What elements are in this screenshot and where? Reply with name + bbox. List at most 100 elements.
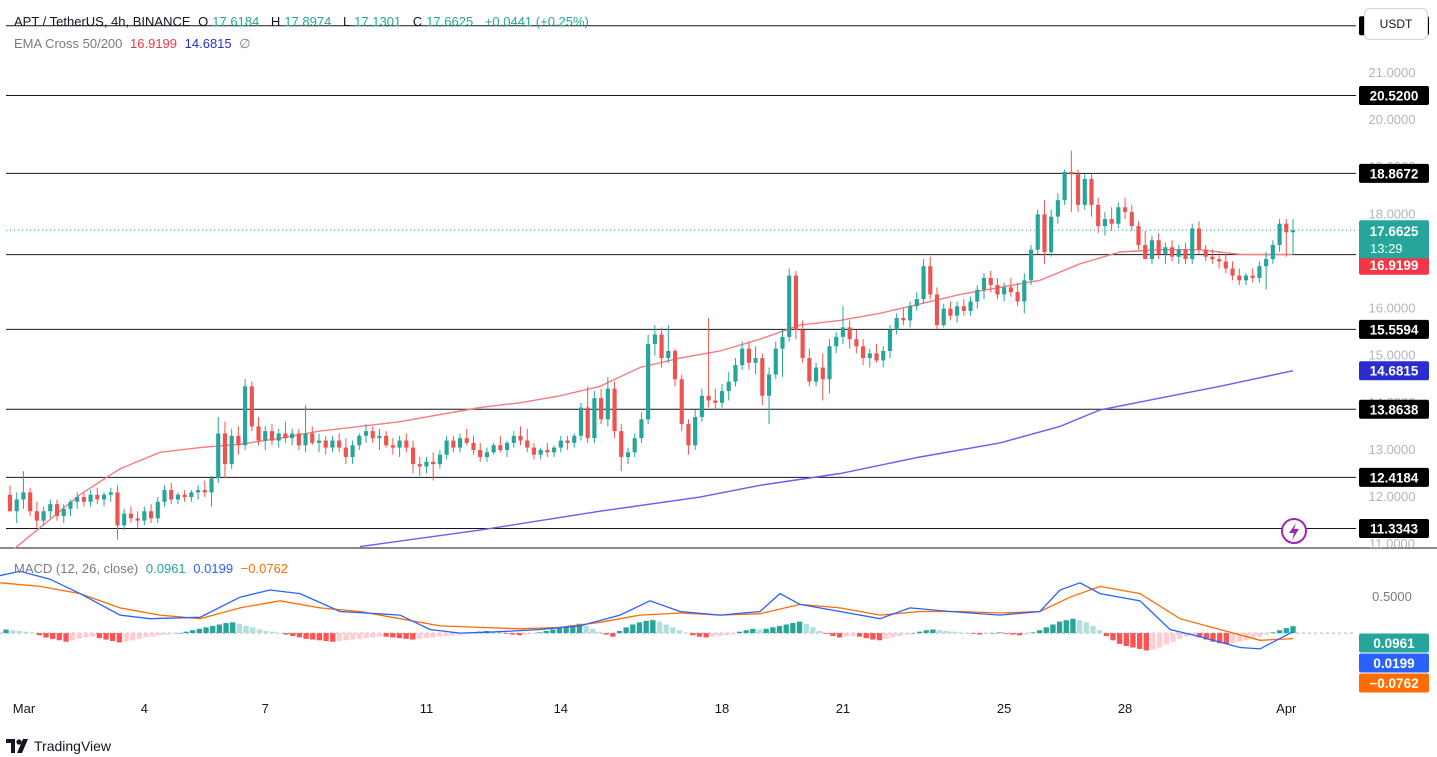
candle-body <box>155 501 160 519</box>
candle-body <box>256 426 261 441</box>
candle-body <box>337 440 342 448</box>
candle-body <box>175 494 181 500</box>
macd-histogram-bar <box>970 633 976 634</box>
candle-body <box>518 435 523 441</box>
candle-body <box>706 395 711 401</box>
candle-body <box>316 440 322 443</box>
macd-histogram-bar <box>990 633 996 634</box>
candle <box>229 428 234 469</box>
ema50-badge: 16.9199 <box>1359 255 1429 275</box>
ema-curves <box>13 249 1294 550</box>
candle <box>189 490 194 502</box>
macd-histogram-bar <box>210 625 216 634</box>
macd-histogram-bar <box>1043 627 1049 634</box>
candle-body <box>1217 259 1222 262</box>
macd-histogram-bar <box>1110 633 1116 641</box>
candle <box>760 353 765 406</box>
macd-histogram-bar <box>443 633 449 636</box>
macd-histogram-bar <box>783 624 789 634</box>
lightning-icon[interactable] <box>1281 518 1307 544</box>
candle-body <box>410 447 416 465</box>
macd-histogram-bar <box>1090 625 1096 634</box>
macd-histogram-bar <box>1170 633 1176 642</box>
macd-histogram-bar <box>370 633 376 638</box>
candle <box>666 325 671 363</box>
macd-badge: 0.0199 <box>1359 653 1429 673</box>
ema50-line <box>13 249 1293 550</box>
time-tick-label: Apr <box>1276 701 1297 716</box>
macd-histogram-bar <box>1016 633 1023 636</box>
candle <box>101 492 107 507</box>
candle <box>1237 268 1242 286</box>
candle-body <box>1008 287 1013 293</box>
tradingview-branding[interactable]: TradingView <box>6 738 111 754</box>
candle <box>955 301 960 323</box>
candle <box>1196 221 1202 255</box>
candle <box>619 424 624 472</box>
currency-button[interactable]: USDT <box>1364 8 1428 40</box>
macd-histogram-bar <box>850 633 856 636</box>
candle-body <box>1210 256 1215 260</box>
price-tick-label: 20.0000 <box>1369 112 1416 127</box>
level-badge: 15.5594 <box>1359 319 1429 339</box>
candle-body <box>350 445 355 458</box>
candle <box>1183 242 1188 264</box>
candle <box>1190 223 1195 264</box>
macd-histogram-bar <box>1010 633 1016 635</box>
candle <box>1156 233 1161 260</box>
candle-body <box>1196 228 1202 250</box>
macd-histogram-bar <box>630 624 636 634</box>
macd-badge: 0.0961 <box>1359 633 1429 653</box>
candle <box>1217 252 1222 269</box>
candle-body <box>968 301 973 311</box>
candle <box>202 480 207 498</box>
candle-body <box>921 266 926 300</box>
candle <box>1035 209 1040 255</box>
candle-body <box>955 306 960 316</box>
macd-histogram-bar <box>810 627 816 634</box>
candle <box>148 504 154 524</box>
candle-body <box>397 440 402 448</box>
candle-body <box>222 433 228 465</box>
candle-body <box>773 348 778 375</box>
candle <box>659 327 664 368</box>
level-badge-text: 15.5594 <box>1370 322 1419 337</box>
candle-body <box>34 511 39 521</box>
macd-histogram-bar <box>403 633 409 639</box>
macd-histogram-bar <box>876 633 883 641</box>
candle-body <box>229 435 234 465</box>
macd-histogram-bar <box>1216 633 1223 644</box>
candle-body <box>169 490 174 500</box>
candle <box>753 346 758 375</box>
price-axis: 22.000021.000020.000019.000018.000017.00… <box>1369 18 1416 604</box>
level-badge: 13.8638 <box>1359 399 1429 419</box>
macd-histogram-bar <box>790 623 796 634</box>
candle-body <box>753 358 758 363</box>
macd-histogram-bar <box>376 633 383 637</box>
ohlc-change: +0.0441 (+0.25%) <box>484 14 589 29</box>
price-tick-label: 11.0000 <box>1369 536 1415 551</box>
candle-body <box>934 294 940 326</box>
candle-body <box>1170 247 1175 257</box>
candle-body <box>363 431 369 436</box>
candle-body <box>303 433 308 446</box>
macd-histogram-bar <box>963 633 969 634</box>
candle <box>48 499 53 519</box>
candle-body <box>290 433 295 439</box>
level-badge-bg <box>1359 86 1429 106</box>
ema50-badge-text: 16.9199 <box>1370 258 1419 273</box>
candle <box>162 485 167 507</box>
macd-histogram-bar <box>243 625 249 634</box>
candle-body <box>612 388 617 432</box>
candle <box>531 442 537 460</box>
candle <box>484 447 490 462</box>
ohlc-close-value: 17.6625 <box>426 14 474 29</box>
candle <box>834 332 839 354</box>
candle-body <box>746 348 751 363</box>
candle <box>444 435 449 460</box>
candle <box>182 490 187 502</box>
macd-histogram-bar <box>1256 633 1263 637</box>
candle <box>504 440 510 458</box>
macd-badge-text: −0.0762 <box>1369 676 1418 691</box>
